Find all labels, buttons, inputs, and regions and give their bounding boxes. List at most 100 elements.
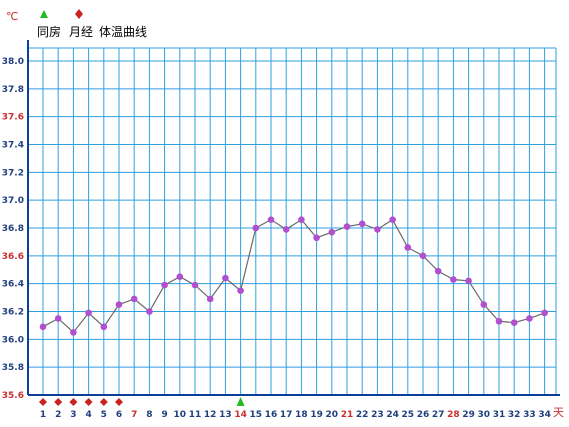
x-tick-label: 15: [250, 410, 263, 420]
temperature-point: [161, 281, 168, 289]
temperature-point: [313, 234, 320, 242]
temperature-point: [298, 216, 305, 223]
x-tick-label: 17: [280, 410, 293, 420]
temperature-point: [85, 309, 92, 317]
temperature-point: [115, 301, 123, 308]
x-tick-label: 22: [356, 410, 369, 420]
y-tick-label: 36.4: [2, 280, 24, 290]
temperature-point: [541, 309, 548, 317]
x-tick-label: 4: [85, 410, 91, 420]
x-tick-label: 6: [116, 410, 122, 420]
y-tick-label: 37.2: [2, 168, 24, 178]
x-tick-label: 5: [101, 410, 107, 420]
x-tick-label: 21: [341, 410, 354, 420]
y-tick-label: 36.8: [2, 224, 24, 234]
temperature-point: [54, 315, 62, 322]
x-tick-label: 7: [131, 410, 137, 420]
menstruation-marker: [99, 398, 108, 406]
y-tick-label: 37.6: [2, 113, 24, 123]
temperature-point: [282, 226, 290, 233]
temperature-point: [70, 329, 77, 336]
menstruation-marker: [69, 398, 78, 406]
x-tick-label: 27: [432, 410, 445, 420]
x-tick-label: 1: [40, 410, 46, 420]
x-tick-label: 26: [417, 410, 430, 420]
temperature-point: [252, 224, 260, 232]
x-tick-label: 23: [371, 410, 384, 420]
temperature-point: [39, 323, 47, 331]
x-tick-label: 13: [219, 410, 232, 420]
x-tick-label: 34: [538, 410, 551, 420]
temperature-point: [206, 295, 214, 303]
temperature-point: [510, 319, 518, 326]
temperature-point: [480, 301, 488, 308]
y-tick-label: 36.6: [2, 252, 24, 262]
y-tick-label: 36.2: [2, 308, 24, 318]
chart-grid: [28, 47, 557, 396]
x-tick-label: 12: [204, 410, 217, 420]
temperature-point: [526, 315, 533, 322]
x-axis-ticks: 1 2 3 4 5 6 7 8 9 10 11 12 13 14 15 16 17 18 19 20 21 22 23 24 2…: [40, 410, 551, 420]
temperature-point: [100, 323, 108, 331]
temperature-point: [389, 216, 396, 223]
temperature-point: [465, 277, 472, 285]
legend: 同房 月经 体温曲线: [37, 9, 147, 39]
temperature-point: [222, 274, 229, 282]
x-tick-label: 2: [55, 410, 61, 420]
legend-curve-label: 体温曲线: [99, 25, 147, 39]
temperature-point: [328, 228, 336, 236]
temperature-point: [191, 281, 199, 289]
y-tick-label: 37.0: [2, 196, 24, 206]
temperature-point: [404, 244, 412, 251]
x-tick-label: 10: [174, 410, 187, 420]
y-axis-ticks: 35.6 35.8 36.0 36.2 36.4 36.6 36.8 37.0 37.2 37.4…: [2, 57, 24, 401]
temperature-point: [374, 226, 381, 233]
temperature-point: [146, 308, 153, 315]
temperature-point: [176, 273, 184, 281]
x-tick-label: 18: [295, 410, 308, 420]
x-tick-label: 29: [462, 410, 475, 420]
intercourse-legend-icon: [40, 10, 48, 18]
temperature-point: [237, 287, 244, 294]
temperature-point: [130, 295, 138, 303]
x-tick-label: 14: [234, 410, 247, 420]
x-tick-label: 8: [146, 410, 152, 420]
temperature-point: [267, 216, 275, 223]
x-tick-label: 28: [447, 410, 460, 420]
y-tick-label: 36.0: [2, 335, 24, 345]
temperature-point: [434, 267, 442, 275]
y-tick-label: 37.8: [2, 85, 24, 95]
temperature-line: [42, 218, 545, 334]
temperature-point: [450, 276, 457, 283]
x-tick-label: 33: [523, 410, 536, 420]
x-tick-label: 25: [402, 410, 415, 420]
y-tick-label: 35.6: [2, 391, 24, 401]
menstruation-marker: [115, 398, 123, 406]
temperature-series: [39, 216, 548, 336]
menstruation-marker: [39, 398, 47, 406]
intercourse-marker: [236, 397, 245, 406]
y-tick-label: 37.4: [2, 141, 24, 151]
x-tick-label: 20: [326, 410, 339, 420]
menstruation-marker: [84, 398, 93, 406]
legend-intercourse-label: 同房: [37, 24, 61, 39]
temperature-point: [343, 223, 351, 230]
temperature-point: [358, 220, 366, 228]
x-tick-label: 3: [70, 410, 76, 420]
x-tick-label: 9: [161, 410, 167, 420]
y-tick-label: 38.0: [2, 57, 24, 67]
y-axis-unit: ℃: [6, 10, 18, 23]
day-markers: [39, 397, 245, 406]
x-axis-unit: 天: [553, 406, 564, 419]
temperature-point: [495, 317, 503, 325]
x-tick-label: 32: [508, 410, 521, 420]
y-tick-label: 35.8: [2, 363, 24, 373]
temperature-point: [419, 252, 427, 260]
x-tick-label: 19: [310, 410, 323, 420]
x-tick-label: 11: [189, 410, 202, 420]
menstruation-marker: [54, 398, 63, 406]
x-tick-label: 24: [386, 410, 399, 420]
x-tick-label: 30: [478, 410, 491, 420]
x-tick-label: 31: [493, 410, 506, 420]
